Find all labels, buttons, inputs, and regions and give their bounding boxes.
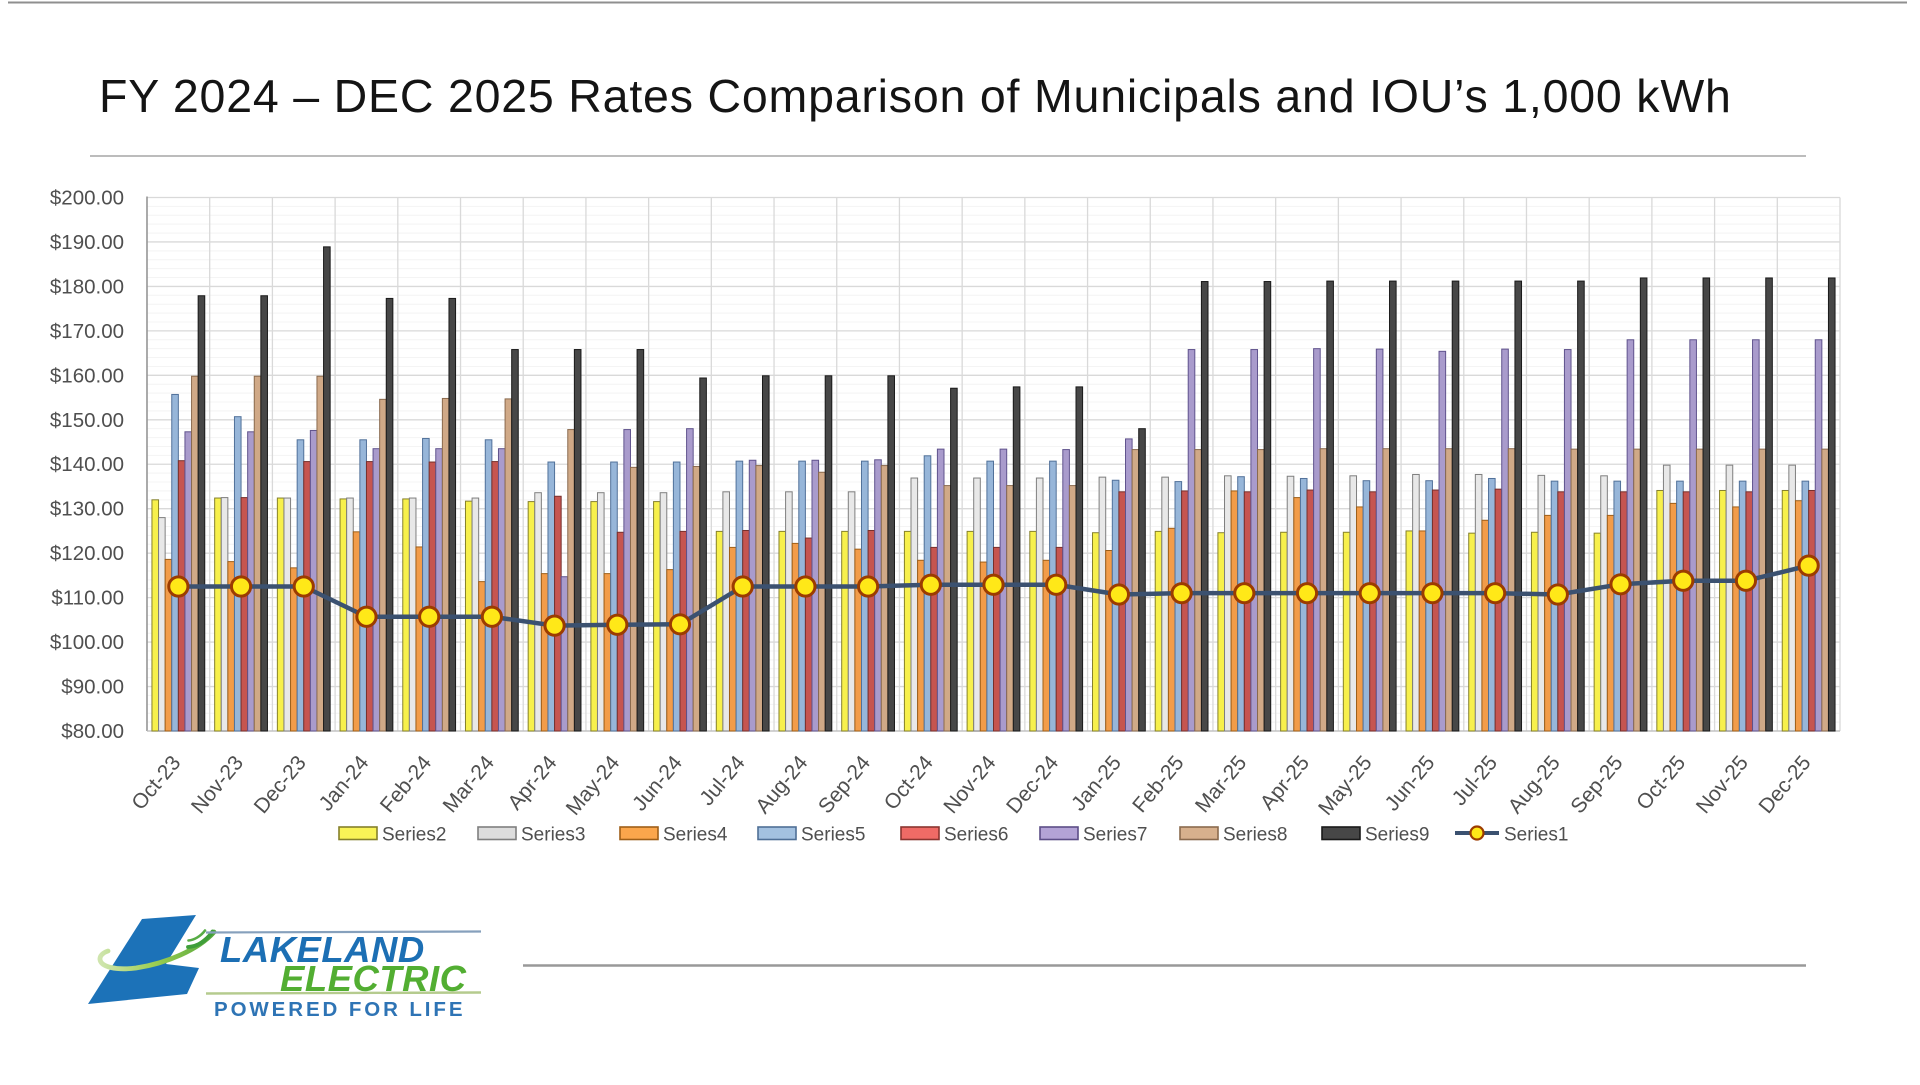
svg-text:$130.00: $130.00 [50,498,124,521]
svg-text:Series7: Series7 [1083,825,1147,846]
svg-text:LAKELAND: LAKELAND [220,929,425,970]
svg-text:$150.00: $150.00 [50,409,124,432]
svg-text:$190.00: $190.00 [50,231,124,254]
svg-text:Series6: Series6 [944,825,1008,846]
svg-text:Series9: Series9 [1365,825,1429,846]
svg-text:$90.00: $90.00 [61,676,124,699]
svg-text:$180.00: $180.00 [50,275,124,298]
svg-text:Series5: Series5 [801,825,865,846]
svg-text:$160.00: $160.00 [50,364,124,387]
svg-text:$120.00: $120.00 [50,542,124,565]
svg-text:Series1: Series1 [1504,825,1568,846]
svg-text:$170.00: $170.00 [50,320,124,343]
svg-text:Series2: Series2 [382,825,446,846]
svg-text:$80.00: $80.00 [61,720,124,743]
svg-text:Series3: Series3 [521,825,585,846]
svg-text:$140.00: $140.00 [50,453,124,476]
svg-text:Series8: Series8 [1223,825,1287,846]
svg-text:$200.00: $200.00 [50,187,124,210]
svg-text:POWERED FOR LIFE: POWERED FOR LIFE [214,998,465,1021]
svg-text:Series4: Series4 [663,825,728,846]
svg-text:$100.00: $100.00 [50,631,124,654]
svg-text:$110.00: $110.00 [51,587,124,610]
svg-text:FY 2024 – DEC 2025 Rates Compa: FY 2024 – DEC 2025 Rates Comparison of M… [99,70,1732,122]
